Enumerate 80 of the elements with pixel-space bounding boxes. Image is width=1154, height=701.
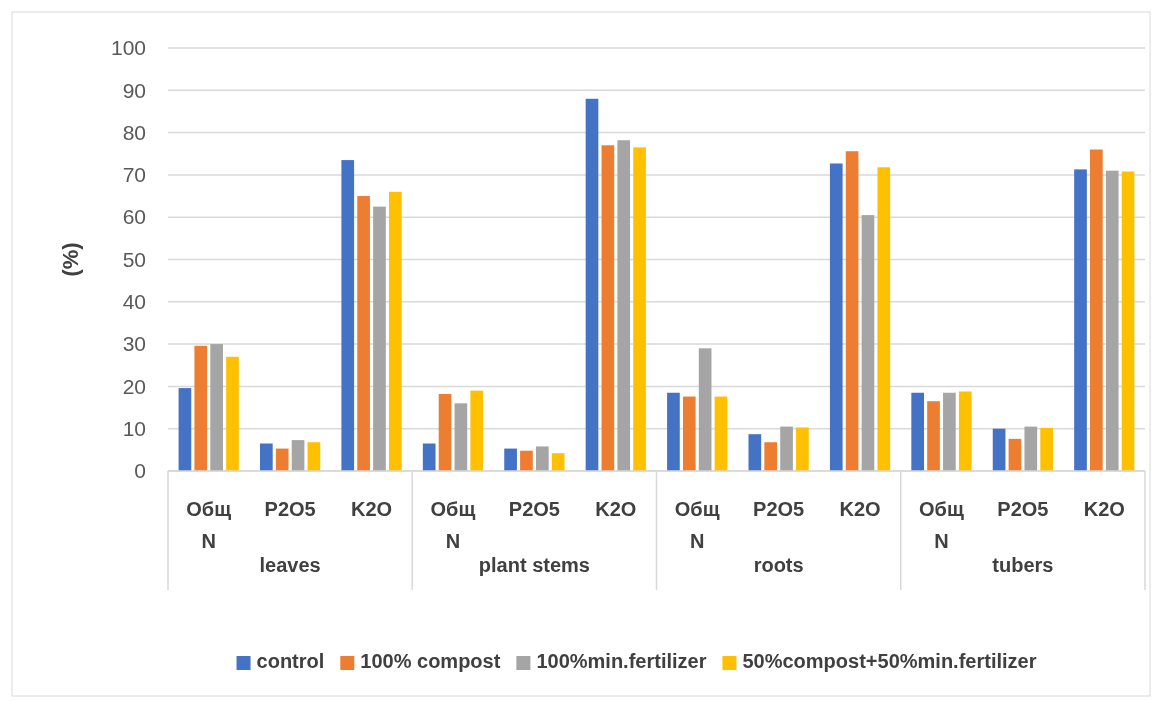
x-tick-label: K2O: [350, 498, 393, 520]
x-tick-label: Общ N: [919, 498, 964, 552]
bar: [504, 448, 517, 471]
x-tick-label: Общ N: [430, 498, 476, 552]
bar: [748, 434, 762, 471]
bar: [260, 443, 273, 471]
x-tick-label: P2O5: [997, 498, 1049, 520]
y-tick-label: 0: [134, 459, 146, 483]
bar: [535, 446, 549, 471]
bar: [667, 392, 680, 471]
bar: [275, 448, 289, 471]
text: roots: [753, 554, 804, 576]
bar: [454, 403, 468, 471]
bar: [617, 140, 631, 471]
bar: [1074, 169, 1087, 471]
bar: [194, 345, 208, 471]
bar: [943, 392, 956, 471]
bar: [601, 145, 615, 471]
bar: [551, 453, 565, 471]
y-tick-label: 50: [122, 247, 146, 271]
x-tick-label: Общ N: [674, 498, 720, 552]
x-tick-label: K2O: [595, 498, 637, 520]
bar: [388, 191, 402, 471]
bar: [470, 390, 484, 471]
y-tick-label: 30: [122, 332, 146, 356]
x-tick-label: Общ N: [186, 498, 232, 552]
y-tick-label: 70: [122, 163, 146, 187]
bar: [1105, 170, 1119, 471]
bar: [373, 206, 386, 471]
bar: [992, 428, 1006, 471]
legend-label: control: [256, 650, 325, 672]
x-tick-label: K2O: [1083, 498, 1125, 520]
legend-label: 50%compost+50%min.fertilizer: [742, 650, 1037, 672]
bar: [1121, 171, 1135, 471]
x-tick-label: P2O5: [264, 498, 316, 520]
bar: [780, 426, 793, 471]
text: leaves: [259, 554, 321, 576]
y-axis-title: (%): [58, 242, 83, 277]
bar: [291, 440, 305, 471]
legend-label: 100%min.fertilizer: [536, 650, 707, 672]
bar: [698, 348, 712, 471]
bar: [520, 450, 533, 471]
bar: [226, 356, 239, 471]
y-tick-label: 20: [122, 374, 146, 398]
bar: [422, 443, 436, 471]
bar: [714, 396, 728, 471]
bar: [1024, 426, 1038, 471]
bar: [682, 396, 696, 471]
bar: [911, 392, 925, 471]
bar: [357, 196, 370, 471]
bar: [927, 401, 940, 471]
legend-label: 100% compost: [360, 650, 501, 672]
y-tick-label: 90: [122, 78, 146, 102]
y-tick-label: 80: [122, 120, 146, 144]
bar: [178, 388, 192, 471]
text: tubers: [992, 554, 1054, 576]
bar: [438, 394, 452, 471]
bar: [796, 427, 809, 471]
bar: [877, 167, 891, 471]
y-tick-label: 100: [110, 36, 146, 60]
bar: [1090, 149, 1103, 471]
bar: [764, 442, 778, 471]
y-tick-label: 10: [122, 416, 146, 440]
bar: [1008, 438, 1022, 471]
bar: [633, 147, 646, 471]
x-tick-label: P2O5: [508, 498, 560, 520]
x-tick-label: K2O: [839, 498, 881, 520]
y-tick-label: 40: [122, 290, 146, 314]
bar: [210, 344, 223, 471]
bar: [341, 160, 355, 471]
bar: [585, 98, 599, 471]
text: plant stems: [478, 554, 590, 576]
bar: [829, 163, 843, 471]
bar: [861, 215, 875, 471]
y-tick-label: 60: [122, 205, 146, 229]
bar: [1040, 427, 1053, 471]
x-tick-label: P2O5: [753, 498, 805, 520]
bar: [307, 442, 321, 471]
bar: [958, 391, 972, 471]
bar: [845, 151, 859, 471]
